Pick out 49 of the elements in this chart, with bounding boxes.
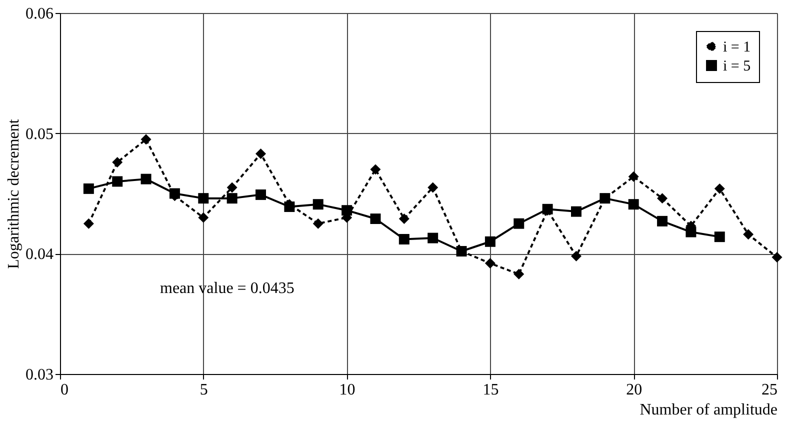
point — [570, 206, 582, 217]
point — [256, 189, 266, 200]
y-tick-label: 0.04 — [26, 246, 54, 264]
point — [398, 234, 410, 244]
point — [198, 193, 209, 204]
legend-label: i = 1 — [723, 40, 751, 56]
point — [772, 252, 782, 263]
x-tick-label: 5 — [200, 382, 208, 398]
x-tick-label: 25 — [762, 382, 778, 398]
point — [398, 214, 410, 224]
y-tick-label: 0.03 — [26, 366, 54, 384]
point — [83, 183, 94, 194]
point — [428, 232, 438, 244]
point — [198, 212, 209, 223]
point — [743, 229, 754, 240]
x-tick-label: 15 — [482, 382, 499, 398]
point — [484, 236, 496, 247]
point — [83, 218, 94, 229]
point — [657, 216, 668, 226]
point — [628, 171, 639, 182]
point — [256, 148, 266, 160]
x-tick-label: 10 — [339, 382, 356, 398]
y-tick-label: 0.05 — [26, 126, 54, 143]
point — [514, 218, 524, 229]
x-tick-label: 0 — [60, 382, 68, 398]
point — [484, 258, 496, 269]
point — [140, 134, 152, 145]
point — [342, 205, 352, 216]
x-tick-label: 20 — [626, 382, 642, 398]
y-tick-label: 0.06 — [26, 6, 54, 22]
point — [140, 174, 152, 184]
point — [714, 183, 725, 194]
point — [112, 176, 123, 187]
point — [514, 268, 524, 280]
point — [226, 182, 238, 193]
y-axis-title: Logarithmic decrement — [6, 118, 22, 269]
point — [312, 199, 324, 210]
point — [428, 182, 438, 193]
point — [570, 250, 582, 262]
point — [312, 218, 324, 229]
point — [112, 156, 123, 168]
legend-label: i = 5 — [723, 58, 751, 74]
point — [226, 193, 238, 204]
point — [370, 164, 381, 175]
point — [370, 214, 381, 224]
point — [628, 199, 639, 210]
point — [714, 232, 725, 242]
x-axis-title: Number of amplitude — [640, 402, 778, 418]
point — [657, 193, 668, 204]
